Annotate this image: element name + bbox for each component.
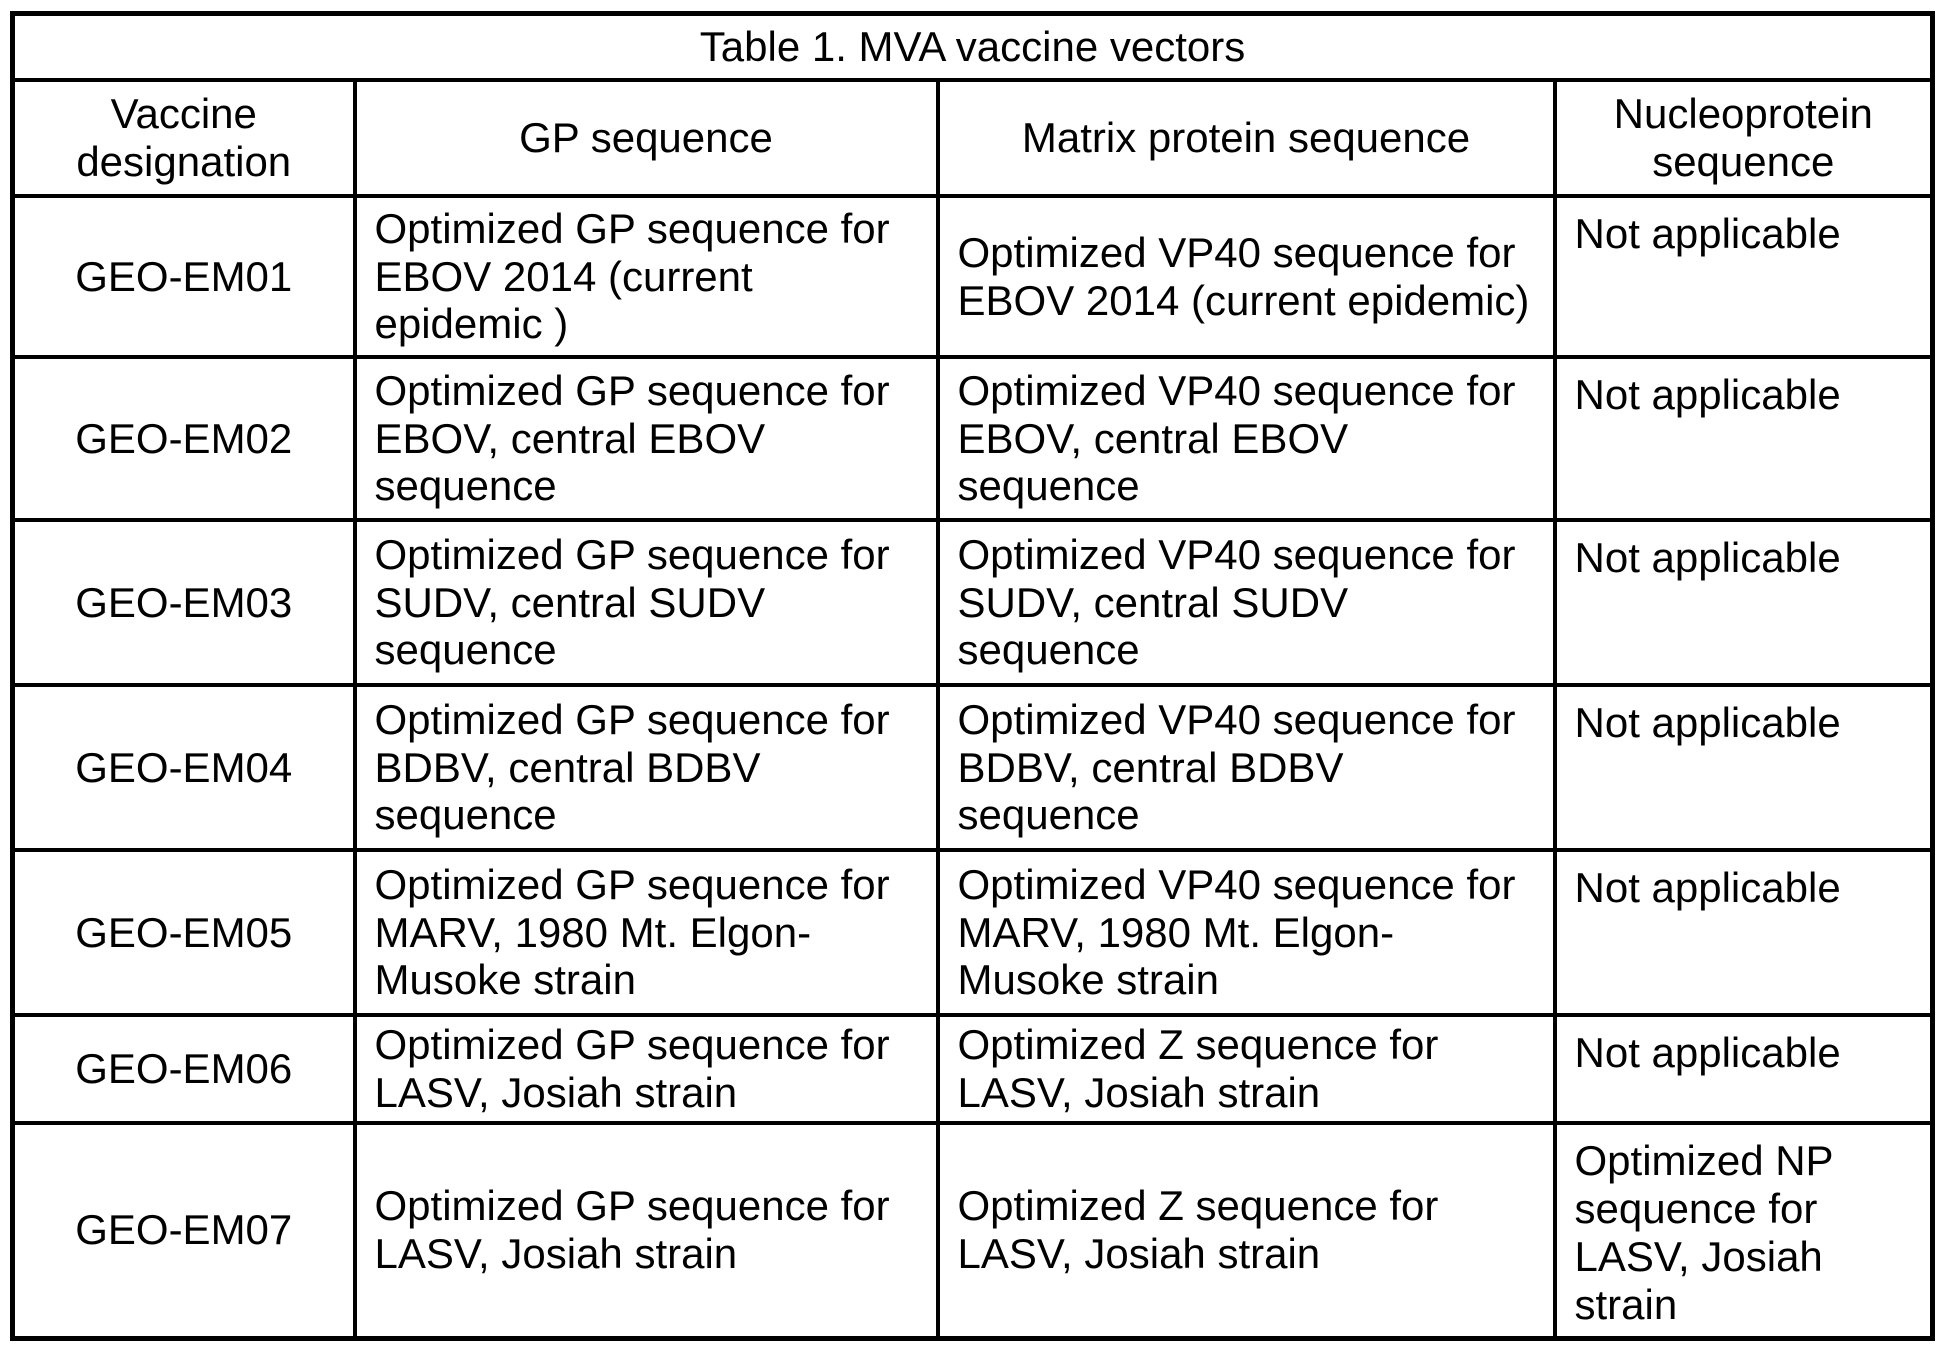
- table-row: GEO-EM04 Optimized GP sequence for BDBV,…: [10, 683, 1935, 852]
- gp-sequence-cell: Optimized GP sequence for SUDV, central …: [352, 518, 940, 687]
- matrix-protein-sequence-cell: Optimized VP40 sequence for MARV, 1980 M…: [935, 848, 1557, 1017]
- table-header-row: Vaccine designation GP sequence Matrix p…: [10, 78, 1935, 198]
- matrix-protein-sequence-cell: Optimized Z sequence for LASV, Josiah st…: [935, 1121, 1557, 1340]
- nucleoprotein-sequence-cell: Not applicable: [1552, 518, 1935, 687]
- table-row: GEO-EM02 Optimized GP sequence for EBOV,…: [10, 355, 1935, 522]
- col-header-matrix-protein-sequence: Matrix protein sequence: [935, 78, 1557, 198]
- gp-sequence-cell: Optimized GP sequence for BDBV, central …: [352, 683, 940, 852]
- vaccine-designation-cell: GEO-EM04: [10, 683, 357, 852]
- vaccine-designation-cell: GEO-EM01: [10, 194, 357, 359]
- table-row: GEO-EM03 Optimized GP sequence for SUDV,…: [10, 518, 1935, 687]
- table-row: GEO-EM01 Optimized GP sequence for EBOV …: [10, 194, 1935, 359]
- matrix-protein-sequence-cell: Optimized VP40 sequence for SUDV, centra…: [935, 518, 1557, 687]
- col-header-gp-sequence: GP sequence: [352, 78, 940, 198]
- table-row: GEO-EM06 Optimized GP sequence for LASV,…: [10, 1013, 1935, 1125]
- mva-vaccine-table: Table 1. MVA vaccine vectors Vaccine des…: [10, 11, 1936, 1341]
- matrix-protein-sequence-cell: Optimized Z sequence for LASV, Josiah st…: [935, 1013, 1557, 1125]
- col-header-vaccine-designation: Vaccine designation: [10, 78, 357, 198]
- vaccine-designation-cell: GEO-EM02: [10, 355, 357, 522]
- nucleoprotein-sequence-cell: Not applicable: [1552, 1013, 1935, 1125]
- gp-sequence-cell: Optimized GP sequence for EBOV 2014 (cur…: [352, 194, 940, 359]
- table-row: GEO-EM05 Optimized GP sequence for MARV,…: [10, 848, 1935, 1017]
- gp-sequence-cell: Optimized GP sequence for LASV, Josiah s…: [352, 1013, 940, 1125]
- vaccine-designation-cell: GEO-EM07: [10, 1121, 357, 1340]
- nucleoprotein-sequence-cell: Not applicable: [1552, 848, 1935, 1017]
- gp-sequence-cell: Optimized GP sequence for EBOV, central …: [352, 355, 940, 522]
- vaccine-designation-cell: GEO-EM05: [10, 848, 357, 1017]
- table-row: GEO-EM07 Optimized GP sequence for LASV,…: [10, 1121, 1935, 1340]
- matrix-protein-sequence-cell: Optimized VP40 sequence for EBOV, centra…: [935, 355, 1557, 522]
- matrix-protein-sequence-cell: Optimized VP40 sequence for EBOV 2014 (c…: [935, 194, 1557, 359]
- vaccine-designation-cell: GEO-EM06: [10, 1013, 357, 1125]
- nucleoprotein-sequence-cell: Not applicable: [1552, 355, 1935, 522]
- matrix-protein-sequence-cell: Optimized VP40 sequence for BDBV, centra…: [935, 683, 1557, 852]
- nucleoprotein-sequence-cell: Not applicable: [1552, 683, 1935, 852]
- gp-sequence-cell: Optimized GP sequence for MARV, 1980 Mt.…: [352, 848, 940, 1017]
- nucleoprotein-sequence-cell: Optimized NP sequence for LASV, Josiah s…: [1552, 1121, 1935, 1340]
- vaccine-designation-cell: GEO-EM03: [10, 518, 357, 687]
- gp-sequence-cell: Optimized GP sequence for LASV, Josiah s…: [352, 1121, 940, 1340]
- table-title: Table 1. MVA vaccine vectors: [10, 11, 1935, 82]
- nucleoprotein-sequence-cell: Not applicable: [1552, 194, 1935, 359]
- col-header-nucleoprotein-sequence: Nucleoprotein sequence: [1552, 78, 1935, 198]
- table-title-row: Table 1. MVA vaccine vectors: [10, 11, 1935, 82]
